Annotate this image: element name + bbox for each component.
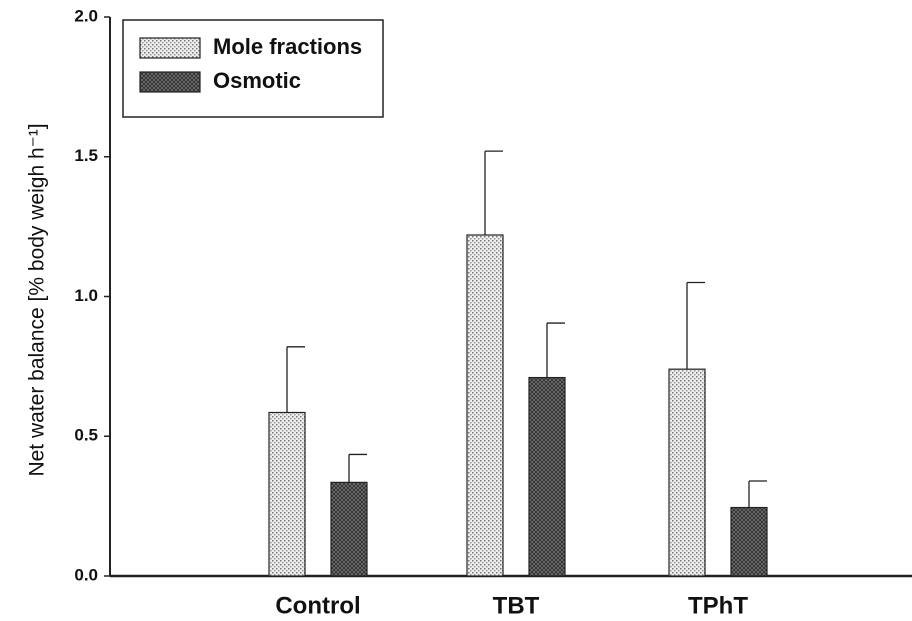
x-tick-label: TBT <box>493 592 540 619</box>
y-tick-label: 1.5 <box>74 146 98 165</box>
legend-label: Mole fractions <box>213 34 362 59</box>
y-axis-label: Net water balance [% body weigh h⁻¹] <box>26 123 49 476</box>
y-tick-label: 0.0 <box>74 565 98 584</box>
bar <box>268 411 306 577</box>
legend-swatch <box>139 37 201 59</box>
y-tick-label: 1.0 <box>74 286 98 305</box>
error-bar <box>484 150 503 236</box>
error-bar <box>748 480 767 508</box>
bar <box>330 481 368 577</box>
bar <box>466 234 504 577</box>
legend-swatch <box>139 71 201 93</box>
bar <box>668 368 706 577</box>
x-tick-label: Control <box>275 592 360 619</box>
legend-label: Osmotic <box>213 68 301 93</box>
x-tick-label: TPhT <box>688 592 748 619</box>
error-bar <box>546 322 565 378</box>
bar <box>528 376 566 577</box>
legend-box <box>122 19 384 118</box>
error-bar <box>348 453 367 483</box>
y-tick-label: 2.0 <box>74 6 98 25</box>
y-tick-label: 0.5 <box>74 426 98 445</box>
bar <box>730 506 768 577</box>
error-bar <box>686 281 705 370</box>
error-bar <box>286 346 305 413</box>
